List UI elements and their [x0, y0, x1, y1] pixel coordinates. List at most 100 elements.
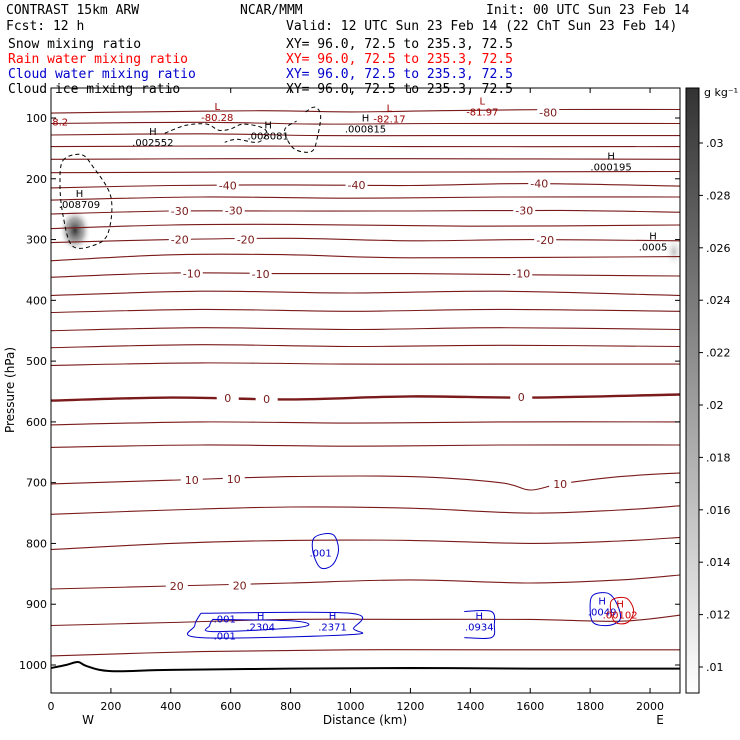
- temperature-isotherms: [51, 108, 680, 657]
- isotherm-label-14: 0: [263, 393, 270, 406]
- x-axis-label: Distance (km): [323, 713, 407, 727]
- snow-contour-2: [284, 106, 322, 153]
- extremum-value-8: .008709: [59, 200, 100, 211]
- isotherm-label-6: -30: [515, 204, 533, 217]
- isotherm-label-16: 10: [185, 474, 199, 487]
- isotherm-label-bg-11: [249, 268, 272, 281]
- isotherm-18: [51, 393, 680, 402]
- x-tick-label-8: 1600: [516, 700, 544, 713]
- isotherm-12: [51, 272, 680, 278]
- isotherm-label-17: 10: [227, 473, 241, 486]
- x-end-label-west: W: [82, 713, 94, 727]
- x-tick-label-4: 800: [280, 700, 301, 713]
- cloud-water-contour-0: [311, 533, 340, 570]
- isotherm-1: [51, 121, 680, 125]
- ice-shade-1: [664, 235, 680, 268]
- forecast-hour: Fcst: 12 h: [6, 19, 84, 34]
- isotherm-label-15: 0: [518, 391, 525, 404]
- isotherm-14: [51, 308, 680, 314]
- isotherm-label-bg-2: [345, 178, 368, 191]
- colorbar-label-10: .01: [706, 661, 724, 674]
- colorbar-label-6: .018: [706, 451, 731, 464]
- rain-contour-0: [609, 596, 635, 625]
- isotherm-24: [51, 574, 680, 590]
- extremum-value-14: .2371: [318, 622, 347, 633]
- y-tick-label-2: 300: [26, 234, 47, 247]
- y-tick-label-1: 200: [26, 173, 47, 186]
- isotherm-label-bg-16: [180, 474, 203, 487]
- isotherm-label-0: -80: [539, 107, 557, 120]
- y-tick-label-9: 1000: [19, 659, 47, 672]
- isotherm-label-bg-20: [228, 579, 251, 592]
- isotherm-21: [51, 472, 680, 491]
- field-rain-xy: XY= 96.0, 72.5 to 235.3, 72.5: [286, 52, 513, 67]
- field-snow-xy: XY= 96.0, 72.5 to 235.3, 72.5: [286, 37, 513, 52]
- field-rain-label: Rain water mixing ratio: [8, 52, 188, 67]
- extremum-value-10: .001: [309, 548, 331, 559]
- colorbar-label-5: .02: [706, 399, 724, 412]
- extremum-marker-1: L: [387, 103, 393, 114]
- extremum-value-17: .00102: [603, 610, 638, 621]
- isotherm-label-8: -20: [237, 234, 255, 247]
- title-center: NCAR/MMM: [240, 3, 303, 18]
- x-tick-label-10: 2000: [636, 700, 664, 713]
- extremum-value-3: 78.2: [46, 117, 68, 128]
- extremum-value-11: .001: [214, 615, 236, 626]
- extremum-value-0: -80.28: [201, 113, 233, 124]
- isotherm-label-bg-0: [537, 106, 560, 119]
- isotherm-label-19: 20: [170, 580, 184, 593]
- extremum-marker-5: H: [264, 120, 272, 131]
- extremum-marker-9: H: [649, 232, 657, 243]
- colorbar-label-8: .014: [706, 556, 731, 569]
- isotherm-label-bg-19: [165, 579, 188, 592]
- plot-area: -80 -40 -40 -40 -30 -30 -30 -20 -20 -20 -10 -10 -10 0…: [46, 97, 680, 673]
- extremum-marker-6: H: [362, 114, 370, 125]
- extremum-value-2: -81.97: [466, 108, 498, 119]
- field-cloudice-label: Cloud ice mixing ratio: [8, 82, 180, 97]
- isotherm-label-bg-6: [513, 204, 536, 217]
- colorbar-label-4: .022: [706, 347, 731, 360]
- field-cloudice-xy: XY= 96.0, 72.5 to 235.3, 72.5: [286, 82, 513, 97]
- x-tick-label-3: 600: [220, 700, 241, 713]
- extremum-value-6: .000815: [345, 125, 386, 136]
- isotherm-label-bg-1: [216, 179, 239, 192]
- isotherm-label-bg-3: [528, 177, 551, 190]
- isotherm-label-4: -30: [171, 205, 189, 218]
- isotherm-2: [51, 133, 680, 137]
- isotherm-label-18: 10: [553, 478, 567, 491]
- colorbar-label-3: .024: [706, 294, 731, 307]
- isotherm-label-12: -10: [512, 268, 530, 281]
- snow-contour-1: [164, 123, 268, 143]
- isotherm-label-13: 0: [224, 392, 231, 405]
- isotherm-25: [51, 614, 680, 627]
- title-left: CONTRAST 15km ARW: [6, 3, 139, 18]
- x-tick-label-9: 1800: [576, 700, 604, 713]
- isotherm-19: [51, 421, 680, 426]
- cloud-water-contour-1: [186, 611, 364, 639]
- isotherm-22: [51, 505, 680, 515]
- extremum-marker-15: H: [476, 611, 484, 622]
- y-tick-label-7: 800: [26, 537, 47, 550]
- isotherm-16: [51, 344, 680, 349]
- ice-shade-0: [58, 208, 91, 253]
- y-tick-label-6: 700: [26, 477, 47, 490]
- isotherm-label-bg-18: [549, 477, 572, 490]
- isotherm-10: [51, 237, 680, 244]
- extremum-marker-13: H: [257, 611, 265, 622]
- isotherm-8: [51, 209, 680, 215]
- plot-frame: [50, 87, 681, 694]
- terrain-surface: [51, 660, 680, 673]
- colorbar-unit: g kg⁻¹: [704, 86, 738, 99]
- x-tick-label-7: 1400: [456, 700, 484, 713]
- isotherm-label-bg-9: [534, 234, 557, 247]
- isotherm-label-10: -10: [183, 268, 201, 281]
- colorbar-labels: .03 .028 .026 .024 .022 .02 .018 .016 .014 .012 .0…: [699, 137, 731, 674]
- terrain-line: [51, 660, 680, 673]
- isotherm-5: [51, 170, 680, 174]
- valid-time: Valid: 12 UTC Sun 23 Feb 14 (22 ChT Sun …: [286, 19, 677, 34]
- isotherm-13: [51, 290, 680, 297]
- isotherm-3: [51, 145, 680, 148]
- isotherm-label-bg-10: [180, 267, 203, 280]
- colorbar-label-9: .012: [706, 609, 731, 622]
